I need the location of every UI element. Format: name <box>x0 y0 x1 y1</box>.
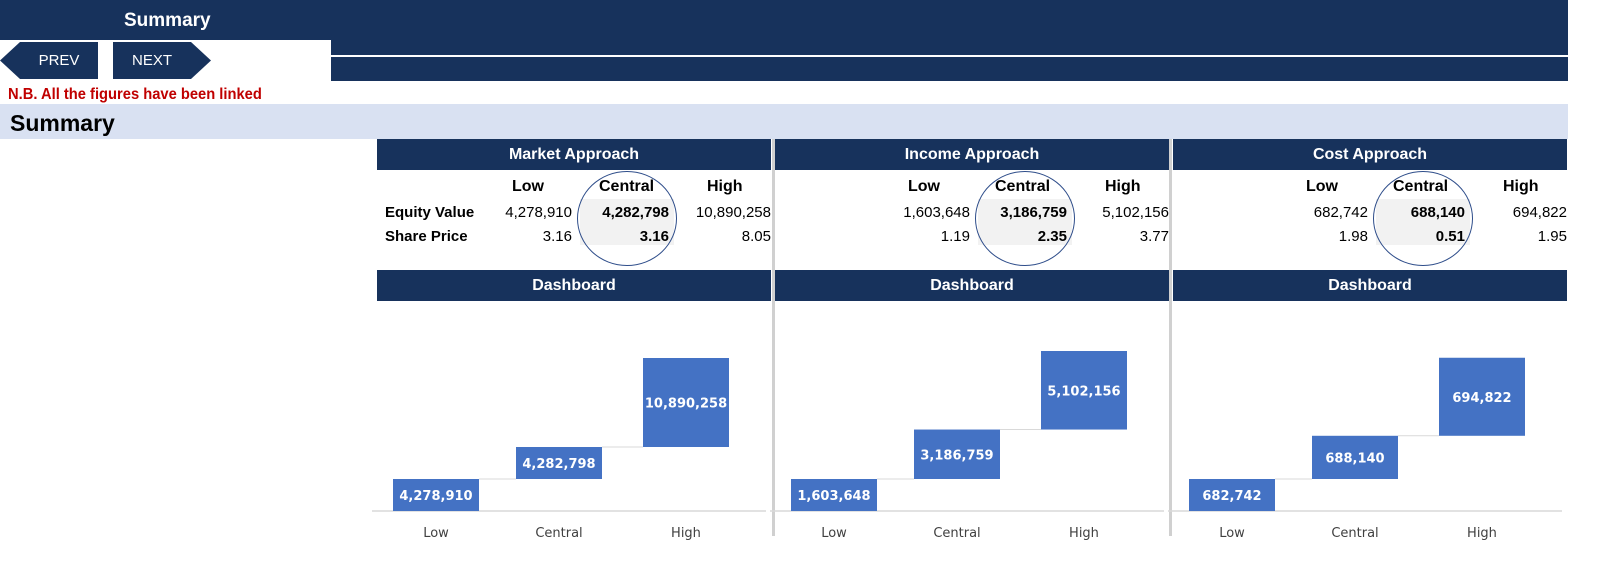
panel-divider <box>1169 139 1172 536</box>
dashboard-header: Dashboard <box>775 270 1169 301</box>
waterfall-chart: 4,278,910 Low 4,282,798 Central 10,890,258 Hi… <box>372 358 766 541</box>
next-button[interactable]: NEXT <box>113 42 211 79</box>
valuation-panel-income: Income Approach Low Central High 1,603,648 3,… <box>770 139 1169 541</box>
equity-value-cell: 1,603,648 <box>903 204 970 221</box>
linked-figures-note: N.B. All the figures have been linked <box>8 86 262 103</box>
bar-high <box>643 358 729 447</box>
equity-value-cell: 688,140 <box>1410 204 1465 221</box>
row-label-equity-value: Equity Value <box>385 204 475 221</box>
bar-central <box>516 447 602 479</box>
equity-value-cell: 4,278,910 <box>505 204 572 221</box>
x-tick-label: Low <box>1219 526 1245 541</box>
central-circle-marker <box>1373 171 1473 266</box>
bar-central <box>914 429 1000 479</box>
waterfall-chart: 1,603,648 Low 3,186,759 Central 5,102,156 Hig… <box>770 351 1164 541</box>
share-price-cell: 1.95 <box>1537 228 1567 245</box>
central-circle-marker <box>975 171 1075 266</box>
x-tick-label: Central <box>1331 526 1378 541</box>
bar-data-label: 1,603,648 <box>797 489 870 504</box>
share-price-cell: 3.16 <box>542 228 572 245</box>
x-tick-label: Central <box>933 526 980 541</box>
col-head-high: High <box>1105 178 1141 195</box>
x-tick-label: Central <box>535 526 582 541</box>
col-head-central: Central <box>995 178 1051 195</box>
approach-header: Income Approach <box>775 139 1169 170</box>
prev-button[interactable]: PREV <box>0 42 98 79</box>
panel-divider <box>772 139 775 536</box>
x-tick-label: Low <box>821 526 847 541</box>
share-price-cell: 3.77 <box>1139 228 1169 245</box>
equity-value-cell: 10,890,258 <box>695 204 771 221</box>
share-price-cell: 1.98 <box>1338 228 1368 245</box>
bar-high <box>1439 357 1525 436</box>
col-head-central: Central <box>1393 178 1449 195</box>
equity-value-cell: 5,102,156 <box>1102 204 1169 221</box>
approach-header: Market Approach <box>377 139 771 170</box>
bar-data-label: 3,186,759 <box>920 448 993 463</box>
title-bar-extension <box>331 40 1568 81</box>
x-tick-label: Low <box>423 526 449 541</box>
share-price-cell: 0.51 <box>1435 228 1465 245</box>
share-price-cell: 2.35 <box>1037 228 1067 245</box>
x-tick-label: High <box>1467 526 1497 541</box>
summary-section-band <box>0 104 1568 139</box>
share-price-cell: 1.19 <box>940 228 970 245</box>
col-head-low: Low <box>512 178 544 195</box>
bar-data-label: 10,890,258 <box>645 397 727 412</box>
bar-data-label: 682,742 <box>1202 489 1261 504</box>
section-title: Summary <box>10 110 115 136</box>
bar-data-label: 5,102,156 <box>1047 384 1120 399</box>
bar-low <box>791 479 877 511</box>
dashboard-header: Dashboard <box>1173 270 1567 301</box>
title-bar: Summary <box>0 0 1568 40</box>
bar-data-label: 688,140 <box>1325 451 1384 466</box>
dashboard-header: Dashboard <box>377 270 771 301</box>
waterfall-chart: 682,742 Low 688,140 Central 694,822 High <box>1168 357 1562 541</box>
col-head-low: Low <box>1306 178 1338 195</box>
x-tick-label: High <box>671 526 701 541</box>
bar-data-label: 694,822 <box>1452 391 1511 406</box>
valuation-panel-cost: Cost Approach Low Central High 682,742 688,14… <box>1168 139 1567 541</box>
title-bar-divider <box>331 55 1568 57</box>
share-price-cell: 3.16 <box>639 228 669 245</box>
valuation-panel-market: Market Approach Low Central High Equity Valu… <box>372 139 771 541</box>
bar-low <box>393 479 479 511</box>
col-head-high: High <box>1503 178 1539 195</box>
bar-data-label: 4,282,798 <box>522 457 595 472</box>
approach-header: Cost Approach <box>1173 139 1567 170</box>
central-circle-marker <box>577 171 677 266</box>
row-label-share-price: Share Price <box>385 228 468 245</box>
bar-central <box>1312 435 1398 479</box>
page-title: Summary <box>124 10 211 31</box>
col-head-low: Low <box>908 178 940 195</box>
equity-value-cell: 694,822 <box>1512 204 1567 221</box>
equity-value-cell: 3,186,759 <box>1000 204 1067 221</box>
share-price-cell: 8.05 <box>741 228 771 245</box>
equity-value-cell: 682,742 <box>1313 204 1368 221</box>
col-head-high: High <box>707 178 743 195</box>
bar-data-label: 4,278,910 <box>399 489 472 504</box>
col-head-central: Central <box>599 178 655 195</box>
equity-value-cell: 4,282,798 <box>602 204 669 221</box>
bar-high <box>1041 351 1127 430</box>
bar-low <box>1189 479 1275 511</box>
x-tick-label: High <box>1069 526 1099 541</box>
